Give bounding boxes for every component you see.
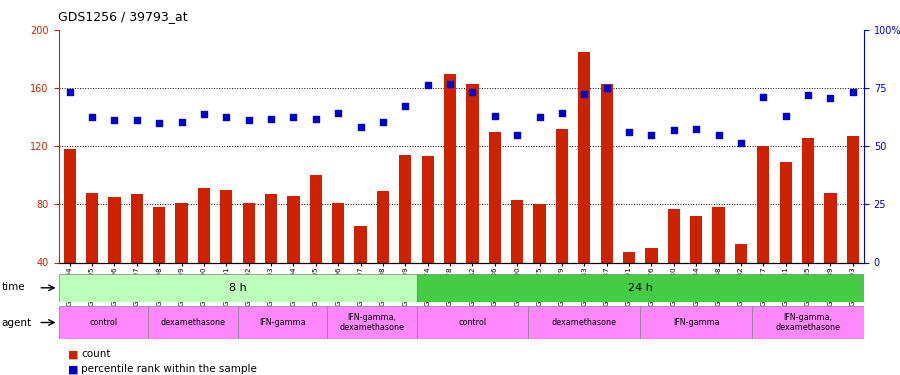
Point (554, 110, 569, 116)
Point (644, 132, 659, 138)
Point (778, 113, 793, 119)
Bar (421, 156, 434, 321)
Bar (752, 306, 864, 339)
Bar (400, 155, 411, 321)
Point (309, 116, 323, 122)
Point (175, 118, 189, 124)
Point (219, 114, 233, 120)
Bar (444, 74, 456, 321)
Bar (623, 252, 635, 321)
Point (130, 117, 144, 123)
Text: time: time (2, 282, 25, 292)
Bar (713, 207, 725, 321)
Point (85, 114, 99, 120)
Point (533, 114, 547, 120)
Text: GDS1256 / 39793_at: GDS1256 / 39793_at (58, 10, 188, 23)
Point (152, 120, 166, 126)
Point (488, 113, 502, 119)
Point (107, 117, 122, 123)
Point (331, 110, 346, 116)
Text: percentile rank within the sample: percentile rank within the sample (81, 364, 256, 374)
Bar (645, 248, 658, 321)
Point (62, 90, 77, 96)
Bar (528, 306, 640, 339)
Point (577, 91, 591, 97)
Point (622, 129, 636, 135)
Bar (534, 204, 545, 321)
Point (465, 90, 480, 96)
Point (711, 132, 725, 138)
Point (197, 111, 211, 117)
Bar (556, 129, 568, 321)
Point (241, 117, 256, 123)
Bar (58, 306, 148, 339)
Bar (847, 136, 859, 321)
Text: ■: ■ (68, 350, 78, 359)
Bar (265, 194, 277, 321)
Bar (327, 306, 417, 339)
Bar (668, 209, 680, 321)
Bar (130, 194, 143, 321)
Bar (310, 176, 322, 321)
Bar (287, 196, 300, 321)
Text: dexamethasone: dexamethasone (552, 318, 617, 327)
Text: IFN-gamma,
dexamethasone: IFN-gamma, dexamethasone (776, 313, 841, 332)
Point (734, 140, 748, 146)
Text: dexamethasone: dexamethasone (160, 318, 225, 327)
Bar (802, 138, 814, 321)
Point (599, 85, 614, 91)
Point (801, 92, 815, 98)
Point (846, 90, 860, 96)
Text: count: count (81, 350, 111, 359)
Bar (417, 306, 528, 339)
Bar (108, 197, 121, 321)
Bar (640, 306, 752, 339)
Bar (355, 226, 366, 321)
Bar (690, 216, 702, 321)
Bar (757, 146, 770, 321)
Point (667, 127, 681, 133)
Point (689, 126, 704, 132)
Bar (148, 306, 238, 339)
Text: IFN-gamma: IFN-gamma (673, 318, 719, 327)
Bar (417, 274, 864, 302)
Bar (220, 190, 232, 321)
Text: IFN-gamma: IFN-gamma (259, 318, 306, 327)
Text: IFN-gamma,
dexamethasone: IFN-gamma, dexamethasone (339, 313, 404, 332)
Point (398, 102, 412, 109)
Point (420, 82, 435, 88)
Bar (86, 193, 98, 321)
Bar (238, 306, 327, 339)
Text: ■: ■ (68, 364, 78, 374)
Bar (511, 200, 523, 321)
Point (286, 114, 301, 120)
Bar (466, 84, 479, 321)
Bar (332, 203, 345, 321)
Point (510, 132, 525, 138)
Point (354, 124, 368, 130)
Text: control: control (89, 318, 117, 327)
Point (756, 94, 770, 100)
Bar (64, 149, 76, 321)
Text: agent: agent (2, 318, 32, 327)
Bar (779, 162, 792, 321)
Bar (578, 52, 590, 321)
Point (264, 116, 278, 122)
Bar (824, 193, 837, 321)
Bar (734, 244, 747, 321)
Bar (489, 132, 501, 321)
Text: control: control (458, 318, 487, 327)
Bar (242, 203, 255, 321)
Bar (176, 203, 188, 321)
Bar (377, 191, 389, 321)
Bar (153, 207, 166, 321)
Point (443, 81, 457, 87)
Text: 24 h: 24 h (628, 283, 652, 293)
Bar (198, 188, 210, 321)
Bar (600, 84, 613, 321)
Point (824, 95, 838, 101)
Bar (58, 274, 417, 302)
Text: 8 h: 8 h (229, 283, 247, 293)
Point (375, 118, 390, 124)
